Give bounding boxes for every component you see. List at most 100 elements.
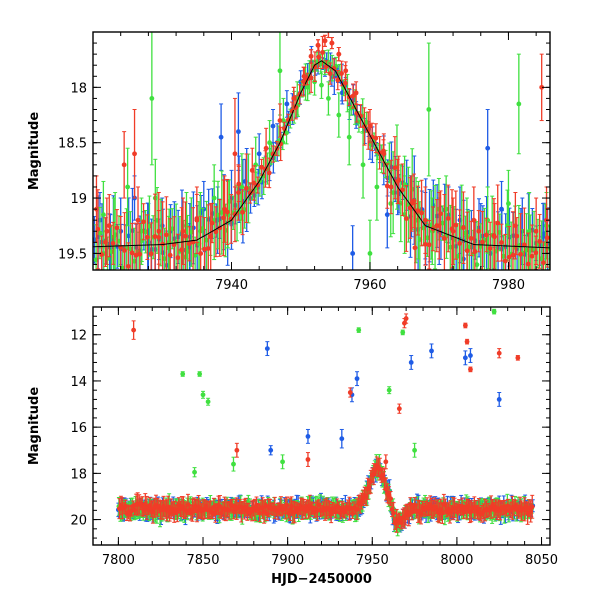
y-tick-label: 19.5 <box>58 247 87 262</box>
outlier-point <box>231 462 236 467</box>
data-point <box>516 102 521 107</box>
data-point <box>339 71 344 76</box>
data-point <box>111 241 116 246</box>
data-point <box>285 503 290 508</box>
data-point <box>101 212 106 217</box>
data-point <box>545 235 550 240</box>
data-point <box>423 218 428 223</box>
data-point <box>305 85 310 90</box>
data-point <box>471 218 476 223</box>
data-point <box>250 168 255 173</box>
data-point <box>181 229 186 234</box>
data-point <box>326 96 331 101</box>
data-point <box>156 229 161 234</box>
y-tick-label: 18.5 <box>58 137 87 152</box>
data-point <box>451 229 456 234</box>
data-point <box>271 124 276 129</box>
outlier-point <box>429 349 434 354</box>
outlier-point <box>412 448 417 453</box>
data-point <box>319 83 324 88</box>
data-point <box>389 185 394 190</box>
outlier-point <box>463 355 468 360</box>
data-point <box>222 207 227 212</box>
outlier-point <box>268 448 273 453</box>
outlier-point <box>280 459 285 464</box>
data-point <box>316 55 321 60</box>
outlier-point <box>492 309 497 314</box>
data-point <box>385 212 390 217</box>
data-point <box>212 196 217 201</box>
data-point <box>499 207 504 212</box>
data-point <box>328 71 333 76</box>
data-point <box>457 241 462 246</box>
data-point <box>361 162 366 167</box>
x-tick-label: 7980 <box>492 278 525 293</box>
data-point <box>350 251 355 256</box>
data-point <box>264 146 269 151</box>
outlier-point <box>306 434 311 439</box>
data-point <box>336 52 341 57</box>
data-point <box>257 151 262 156</box>
outlier-point <box>192 470 197 475</box>
data-point <box>541 260 546 265</box>
data-point <box>419 211 424 216</box>
data-point <box>126 264 131 269</box>
data-point <box>343 68 348 73</box>
data-point <box>476 229 481 234</box>
data-point <box>485 146 490 151</box>
data-point <box>208 234 213 239</box>
data-point <box>136 218 141 223</box>
data-point <box>320 50 325 55</box>
data-point <box>427 242 432 247</box>
data-point <box>183 234 188 239</box>
data-point <box>373 136 378 141</box>
data-point <box>506 201 511 206</box>
data-point <box>219 135 224 140</box>
data-point <box>495 221 500 226</box>
data-point <box>499 240 504 245</box>
outlier-point <box>197 372 202 377</box>
outlier-point <box>206 399 211 404</box>
data-point <box>329 41 334 46</box>
data-point <box>291 96 296 101</box>
data-point <box>278 68 283 73</box>
data-point <box>114 225 119 230</box>
data-point <box>343 81 348 86</box>
outlier-point <box>356 328 361 333</box>
data-point <box>374 185 379 190</box>
data-point <box>492 234 497 239</box>
data-point <box>511 253 516 258</box>
data-point <box>278 118 283 123</box>
data-point <box>236 129 241 134</box>
data-point <box>104 229 109 234</box>
data-point <box>534 229 539 234</box>
data-point <box>267 140 272 145</box>
data-point <box>141 219 146 224</box>
data-point <box>381 151 386 156</box>
data-point <box>368 251 373 256</box>
data-point <box>518 252 523 257</box>
data-point <box>526 262 531 267</box>
data-point <box>469 236 474 241</box>
data-point <box>446 216 451 221</box>
data-point <box>323 38 328 43</box>
data-point <box>347 135 352 140</box>
data-point <box>453 223 458 228</box>
data-point <box>392 165 397 170</box>
data-point <box>132 151 137 156</box>
data-point <box>145 235 150 240</box>
data-point <box>206 246 211 251</box>
data-point <box>484 233 489 238</box>
outlier-point <box>201 392 206 397</box>
data-point <box>503 259 508 264</box>
y-axis-label: Magnitude <box>27 112 42 191</box>
y-tick-label: 18 <box>70 81 87 96</box>
x-tick-label: 7940 <box>215 278 248 293</box>
data-point <box>437 223 442 228</box>
data-point <box>236 190 241 195</box>
plot-area <box>92 15 552 307</box>
data-point <box>168 253 173 258</box>
